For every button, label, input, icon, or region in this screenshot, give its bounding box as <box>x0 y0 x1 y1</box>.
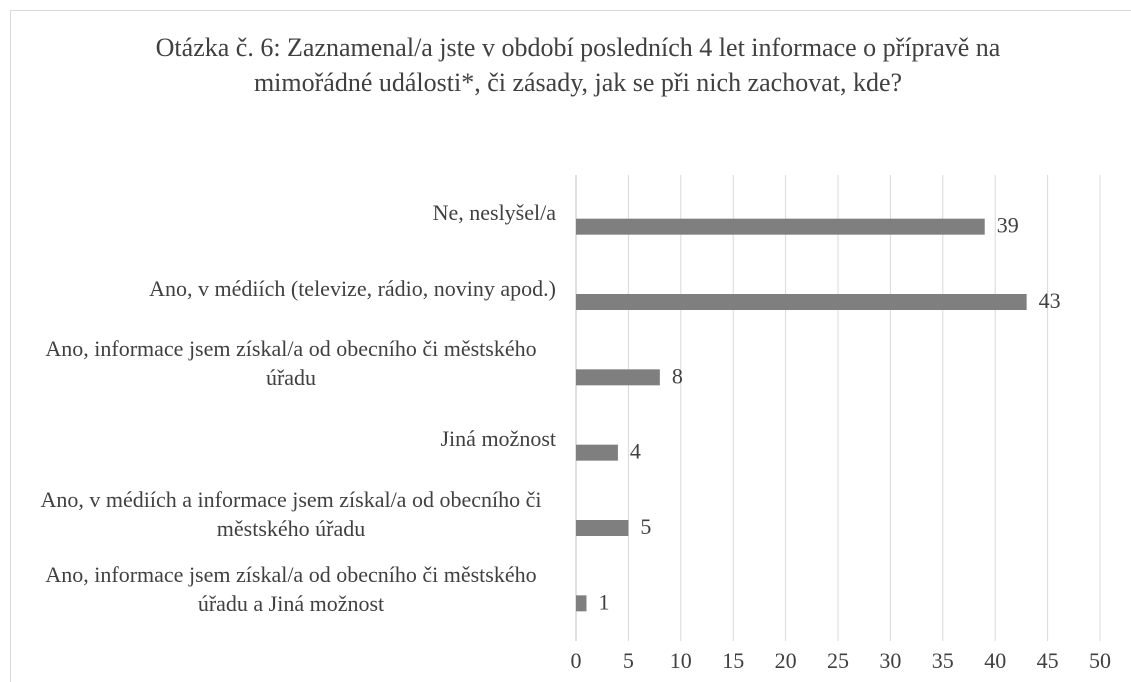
y-tick-label: Ne, neslyšel/a <box>432 200 556 226</box>
x-tick-label: 20 <box>775 648 797 673</box>
x-tick-label: 5 <box>623 648 634 673</box>
y-tick-label: Ano, informace jsem získal/a od obecního… <box>45 336 537 391</box>
chart-border <box>10 10 1131 682</box>
chart-title: Otázka č. 6: Zaznamenal/a jste v období … <box>155 33 1001 97</box>
bar <box>576 369 660 386</box>
bar <box>576 218 985 235</box>
x-tick-label: 50 <box>1089 648 1111 673</box>
y-tick-label-box: Ano, v médiích a informace jsem získal/a… <box>26 476 556 552</box>
value-label: 5 <box>640 514 651 539</box>
x-tick-label: 45 <box>1037 648 1059 673</box>
y-tick-label-box: Ano, v médiích (televize, rádio, noviny … <box>149 250 556 326</box>
y-tick-label-box: Ano, informace jsem získal/a od obecního… <box>26 551 556 627</box>
x-tick-label: 10 <box>670 648 692 673</box>
x-tick-label: 25 <box>827 648 849 673</box>
value-label: 39 <box>997 213 1019 238</box>
y-tick-label-box: Ano, informace jsem získal/a od obecního… <box>26 325 556 401</box>
y-tick-label: Ano, v médiích (televize, rádio, noviny … <box>149 275 556 301</box>
bar <box>576 294 1027 310</box>
value-label: 1 <box>598 589 609 614</box>
y-tick-label: Jiná možnost <box>440 426 557 452</box>
x-tick-label: 30 <box>879 648 901 673</box>
value-label: 43 <box>1039 288 1061 313</box>
x-tick-label: 0 <box>571 648 582 673</box>
bar <box>576 520 629 536</box>
x-tick-label: 35 <box>932 648 954 673</box>
x-tick-label: 40 <box>984 648 1006 673</box>
value-label: 8 <box>672 363 683 388</box>
y-tick-label: Ano, v médiích a informace jsem získal/a… <box>40 487 542 541</box>
y-tick-label-box: Jiná možnost <box>441 401 557 477</box>
y-tick-label: Ano, informace jsem získal/a od obecního… <box>45 562 537 617</box>
bar <box>576 444 618 461</box>
y-tick-label-box: Ne, neslyšel/a <box>433 175 556 251</box>
bar <box>576 595 587 612</box>
value-label: 4 <box>630 439 641 464</box>
x-tick-label: 15 <box>722 648 744 673</box>
